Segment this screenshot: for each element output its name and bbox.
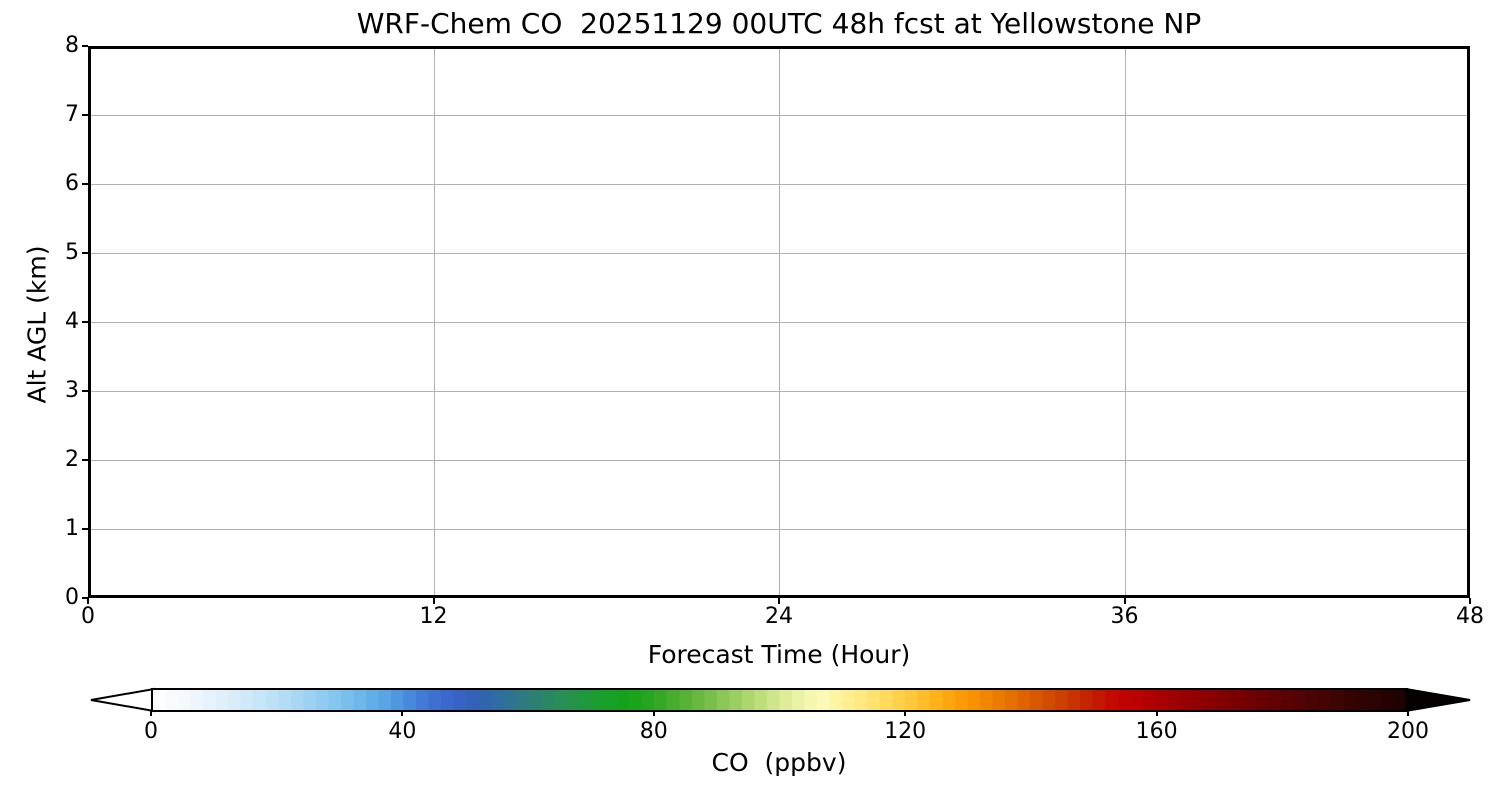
colorbar-tick-mark (652, 711, 655, 716)
x-tick-mark (1123, 598, 1126, 604)
x-tick-label: 24 (765, 604, 793, 629)
plot-area (88, 46, 1470, 598)
y-tick-mark (82, 597, 88, 599)
colorbar-tick-label: 120 (884, 719, 927, 744)
colorbar-left-arrow-icon (90, 687, 155, 713)
y-tick-mark (82, 183, 88, 185)
x-tick-label: 0 (81, 604, 95, 629)
colorbar-tick-mark (401, 711, 404, 716)
y-tick-label: 6 (65, 171, 79, 196)
colorbar-tick-label: 200 (1387, 719, 1429, 744)
y-tick-label: 2 (65, 447, 79, 472)
colorbar-tick-label: 160 (1135, 719, 1178, 744)
colorbar-tick-label: 0 (144, 719, 158, 744)
grid-line-vertical (779, 49, 780, 595)
grid-line-vertical (433, 49, 435, 595)
y-tick-mark (82, 114, 88, 116)
colorbar-tick-mark (1407, 711, 1409, 716)
x-tick-label: 12 (419, 604, 448, 629)
y-tick-label: 8 (65, 33, 79, 58)
y-tick-mark (82, 528, 88, 530)
colorbar-tick-mark (904, 711, 907, 716)
x-tick-mark (778, 598, 780, 604)
colorbar-tick-mark (150, 711, 152, 716)
colorbar-gradient (151, 688, 1408, 712)
y-tick-label: 1 (65, 516, 79, 541)
x-tick-mark (1469, 598, 1471, 604)
x-tick-label: 48 (1456, 604, 1484, 629)
y-tick-mark (82, 252, 88, 254)
chart-title: WRF-Chem CO 20251129 00UTC 48h fcst at Y… (356, 7, 1202, 40)
y-tick-mark (82, 459, 88, 461)
colorbar-label: CO (ppbv) (711, 748, 847, 777)
x-tick-label: 36 (1110, 604, 1139, 629)
x-tick-mark (432, 598, 435, 604)
y-tick-label: 3 (65, 378, 79, 403)
y-tick-label: 4 (65, 309, 79, 334)
y-tick-label: 5 (65, 240, 79, 265)
x-axis-label: Forecast Time (Hour) (647, 640, 911, 669)
grid-line-vertical (1124, 49, 1126, 595)
colorbar-tick-mark (1155, 711, 1158, 716)
colorbar-right-arrow-icon (1405, 687, 1471, 713)
y-tick-mark (82, 45, 88, 47)
colorbar-tick-label: 40 (388, 719, 417, 744)
y-tick-label: 0 (65, 585, 79, 610)
y-tick-label: 7 (65, 102, 79, 127)
y-tick-mark (82, 390, 88, 392)
y-tick-mark (82, 321, 88, 323)
x-tick-mark (87, 598, 89, 604)
colorbar-tick-label: 80 (639, 719, 668, 744)
